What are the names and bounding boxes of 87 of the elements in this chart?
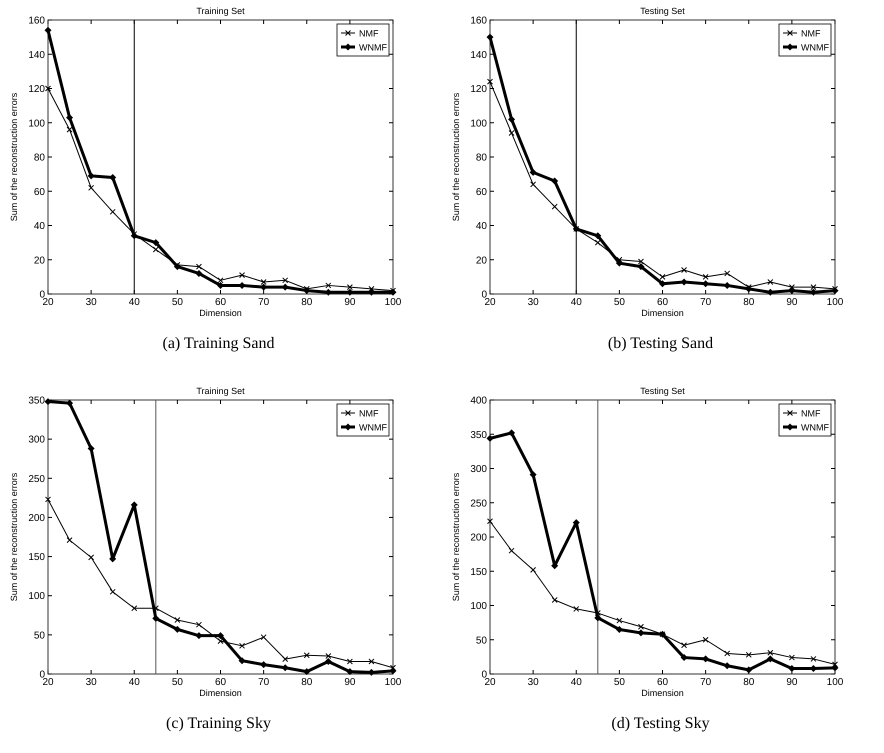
x-tick-label: 30 [86, 297, 98, 308]
x-tick-label: 50 [614, 677, 626, 688]
y-axis-title: Sum of the reconstruction errors [451, 92, 461, 222]
x-axis-title: Dimension [641, 308, 684, 318]
x-tick-label: 50 [172, 297, 184, 308]
y-tick-label: 250 [28, 474, 46, 485]
chart-title: Training Set [196, 386, 246, 396]
y-tick-label: 50 [476, 635, 488, 646]
x-tick-label: 60 [656, 677, 668, 688]
x-tick-label: 90 [344, 677, 356, 688]
legend-label: NMF [359, 408, 379, 418]
x-tick-label: 60 [214, 677, 226, 688]
x-tick-label: 90 [786, 297, 798, 308]
y-axis-title: Sum of the reconstruction errors [451, 472, 461, 602]
x-tick-label: 40 [570, 677, 582, 688]
y-tick-label: 200 [28, 512, 46, 524]
y-tick-label: 80 [476, 152, 488, 164]
x-tick-label: 70 [700, 297, 712, 308]
x-tick-label: 70 [258, 677, 270, 688]
text: (c) Training Sky [166, 715, 271, 732]
x-tick-label: 40 [128, 677, 140, 688]
y-tick-label: 40 [34, 221, 46, 232]
y-tick-label: 100 [470, 118, 488, 130]
x-tick-label: 60 [656, 297, 668, 308]
x-tick-label: 100 [826, 297, 844, 308]
y-tick-label: 350 [28, 396, 46, 406]
x-tick-label: 80 [743, 297, 755, 308]
x-tick-label: 30 [528, 297, 540, 308]
x-tick-label: 30 [528, 677, 540, 688]
y-tick-label: 120 [470, 84, 488, 95]
legend-label: WNMF [801, 422, 830, 432]
x-tick-label: 50 [614, 297, 626, 308]
y-tick-label: 100 [470, 601, 488, 612]
x-tick-label: 40 [570, 297, 582, 308]
x-tick-label: 30 [86, 677, 98, 688]
x-tick-label: 40 [128, 297, 140, 308]
x-tick-label: 100 [384, 297, 402, 308]
y-tick-label: 200 [470, 532, 488, 544]
y-tick-label: 20 [34, 255, 46, 266]
y-tick-label: 140 [470, 50, 488, 61]
x-tick-label: 60 [214, 297, 226, 308]
y-axis-title: Sum of the reconstruction errors [9, 92, 19, 222]
text: (a) Training Sand [162, 335, 274, 352]
y-tick-label: 80 [34, 152, 46, 164]
text: (b) Testing Sand [608, 335, 714, 352]
x-axis-title: Dimension [199, 308, 242, 318]
x-tick-label: 50 [172, 677, 184, 688]
legend-label: WNMF [801, 42, 830, 52]
x-tick-label: 80 [301, 677, 313, 688]
y-tick-label: 350 [470, 430, 488, 441]
x-tick-label: 90 [344, 297, 356, 308]
y-tick-label: 250 [470, 498, 488, 510]
y-tick-label: 150 [470, 566, 488, 578]
chart-title: Training Set [196, 6, 246, 16]
y-tick-label: 120 [28, 84, 46, 95]
text: (d) Testing Sky [611, 715, 710, 732]
x-axis-title: Dimension [641, 688, 684, 698]
y-axis-title: Sum of the reconstruction errors [9, 472, 19, 602]
legend-label: NMF [801, 28, 821, 38]
y-tick-label: 60 [476, 186, 488, 198]
y-tick-label: 160 [470, 16, 488, 26]
y-tick-label: 300 [28, 434, 46, 446]
x-tick-label: 80 [743, 677, 755, 688]
chart-title: Testing Set [640, 386, 686, 396]
y-tick-label: 140 [28, 50, 46, 61]
legend-label: NMF [801, 408, 821, 418]
y-tick-label: 50 [34, 630, 46, 642]
y-tick-label: 40 [476, 221, 488, 232]
x-tick-label: 70 [700, 677, 712, 688]
x-tick-label: 90 [786, 677, 798, 688]
y-tick-label: 60 [34, 186, 46, 198]
legend-label: WNMF [359, 42, 388, 52]
x-tick-label: 100 [826, 677, 844, 688]
x-tick-label: 80 [301, 297, 313, 308]
x-tick-label: 70 [258, 297, 270, 308]
y-tick-label: 20 [476, 255, 488, 266]
legend-label: NMF [359, 28, 379, 38]
y-tick-label: 100 [28, 591, 46, 602]
y-tick-label: 400 [470, 396, 488, 406]
chart-title: Testing Set [640, 6, 686, 16]
y-tick-label: 100 [28, 118, 46, 130]
x-axis-title: Dimension [199, 688, 242, 698]
legend-label: WNMF [359, 422, 388, 432]
x-tick-label: 100 [384, 677, 402, 688]
y-tick-label: 300 [470, 464, 488, 475]
y-tick-label: 150 [28, 552, 46, 564]
y-tick-label: 160 [28, 16, 46, 26]
